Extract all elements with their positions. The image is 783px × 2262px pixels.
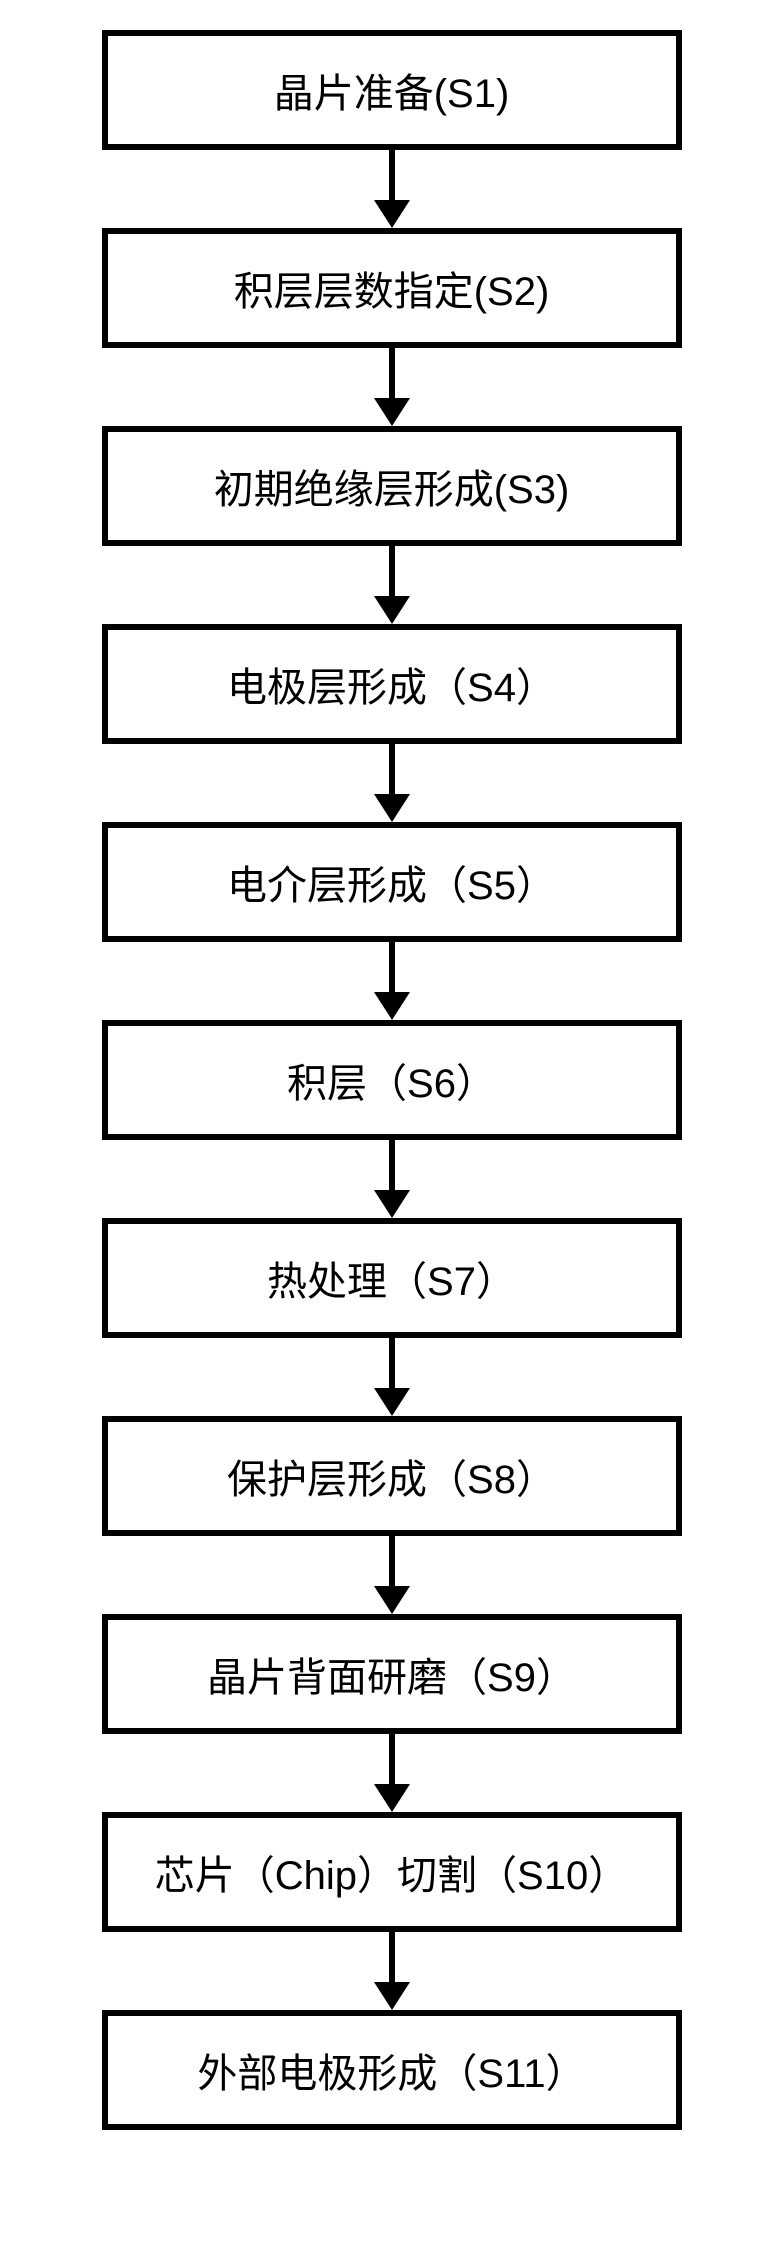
step-label: 保护层形成（S8） — [227, 1447, 556, 1505]
step-box-s2: 积层层数指定(S2) — [102, 228, 682, 348]
step-label: 电极层形成（S4） — [227, 655, 556, 713]
step-label: 外部电极形成（S11） — [197, 2041, 585, 2099]
arrow-down-icon — [102, 1536, 682, 1614]
step-label: 晶片准备(S1) — [274, 61, 510, 119]
step-box-s4: 电极层形成（S4） — [102, 624, 682, 744]
step-label: 热处理（S7） — [267, 1249, 516, 1307]
step-box-s3: 初期绝缘层形成(S3) — [102, 426, 682, 546]
arrow-down-icon — [102, 546, 682, 624]
step-box-s8: 保护层形成（S8） — [102, 1416, 682, 1536]
step-box-s5: 电介层形成（S5） — [102, 822, 682, 942]
arrow-down-icon — [102, 1734, 682, 1812]
step-box-s11: 外部电极形成（S11） — [102, 2010, 682, 2130]
step-box-s7: 热处理（S7） — [102, 1218, 682, 1338]
step-label: 芯片（Chip）切割（S10） — [155, 1843, 628, 1901]
arrow-down-icon — [102, 1932, 682, 2010]
step-box-s6: 积层（S6） — [102, 1020, 682, 1140]
arrow-down-icon — [102, 744, 682, 822]
arrow-down-icon — [102, 150, 682, 228]
step-box-s9: 晶片背面研磨（S9） — [102, 1614, 682, 1734]
flowchart-container: 晶片准备(S1) 积层层数指定(S2) 初期绝缘层形成(S3) — [0, 0, 783, 2262]
arrow-down-icon — [102, 1338, 682, 1416]
step-box-s10: 芯片（Chip）切割（S10） — [102, 1812, 682, 1932]
arrow-down-icon — [102, 1140, 682, 1218]
step-box-s1: 晶片准备(S1) — [102, 30, 682, 150]
step-label: 电介层形成（S5） — [227, 853, 556, 911]
step-label: 积层（S6） — [287, 1051, 496, 1109]
step-label: 初期绝缘层形成(S3) — [214, 457, 570, 515]
arrow-down-icon — [102, 348, 682, 426]
arrow-down-icon — [102, 942, 682, 1020]
step-label: 晶片背面研磨（S9） — [207, 1645, 576, 1703]
step-label: 积层层数指定(S2) — [234, 259, 550, 317]
flowchart: 晶片准备(S1) 积层层数指定(S2) 初期绝缘层形成(S3) — [0, 30, 783, 2130]
